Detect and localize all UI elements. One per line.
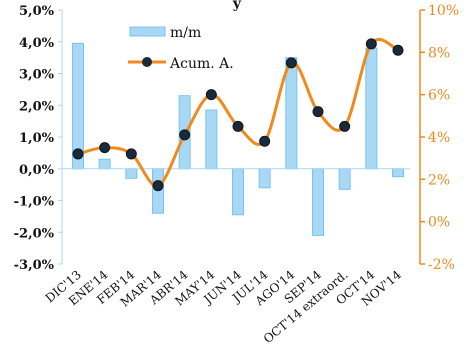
bar-SEP'14 <box>312 168 324 236</box>
acum-point-OCT'14 <box>365 38 377 50</box>
bar-ENE'14 <box>98 158 111 170</box>
acum-point-FEB'14 <box>125 148 137 160</box>
bar-MAY'14 <box>205 109 218 170</box>
right-tick-label: 6% <box>428 88 450 104</box>
left-tick-label: 1,0% <box>19 131 55 146</box>
acum-point-AGO'14 <box>285 57 297 69</box>
legend-label-bars: m/m <box>170 25 201 41</box>
bar-OCT'14 extraord. <box>338 168 351 190</box>
left-tick-label: 4,0% <box>19 36 55 51</box>
legend-swatch-bars <box>129 26 166 37</box>
acum-point-DIC'13 <box>72 148 84 160</box>
left-tick-label: 5,0% <box>19 4 55 19</box>
acum-point-MAR'14 <box>152 180 164 192</box>
right-tick-label: 0% <box>428 215 450 231</box>
left-tick-label: 3,0% <box>19 68 55 83</box>
left-tick-label: 0,0% <box>19 163 55 178</box>
line-layer <box>72 37 404 192</box>
right-tick-label: 2% <box>428 172 450 188</box>
acum-point-ABR'14 <box>179 129 191 141</box>
acum-point-OCT'14 extraord. <box>339 120 351 132</box>
left-tick-label: -2,0% <box>14 226 55 241</box>
acum-point-JUN'14 <box>232 120 244 132</box>
bar-JUN'14 <box>232 168 244 216</box>
legend-marker-line <box>142 57 152 67</box>
acum-point-MAY'14 <box>205 89 217 101</box>
right-tick-label: 8% <box>428 45 450 61</box>
legend: m/m Acum. A. <box>128 25 234 72</box>
bar-JUL'14 <box>258 168 271 189</box>
bar-NOV'14 <box>392 168 404 178</box>
legend-label-line: Acum. A. <box>169 56 234 72</box>
left-tick-label: -1,0% <box>14 195 55 210</box>
bars-layer <box>72 42 404 236</box>
labels-layer: DIC'13ENE'14FEB'14MAR'14ABR'14MAY'14JUN'… <box>43 267 405 346</box>
acum-point-JUL'14 <box>259 135 271 147</box>
chart-title: y <box>232 0 242 12</box>
right-tick-label: 4% <box>428 130 450 146</box>
axes-layer: 5,0% 4,0% 3,0% 2,0% 1,0% 0,0% -1,0% -2,0% -3,0% 1… <box>14 3 460 273</box>
right-tick-label: 10% <box>428 3 459 19</box>
bar-FEB'14 <box>125 168 138 179</box>
left-tick-label: 2,0% <box>19 99 55 114</box>
left-tick-label: -3,0% <box>14 258 55 273</box>
bar-OCT'14 <box>365 47 378 170</box>
acum-point-NOV'14 <box>392 44 404 56</box>
bar-AGO'14 <box>285 57 298 170</box>
acum-point-SEP'14 <box>312 106 324 118</box>
acum-line <box>77 37 399 188</box>
right-tick-label: -2% <box>428 257 455 273</box>
acum-point-ENE'14 <box>99 142 111 154</box>
